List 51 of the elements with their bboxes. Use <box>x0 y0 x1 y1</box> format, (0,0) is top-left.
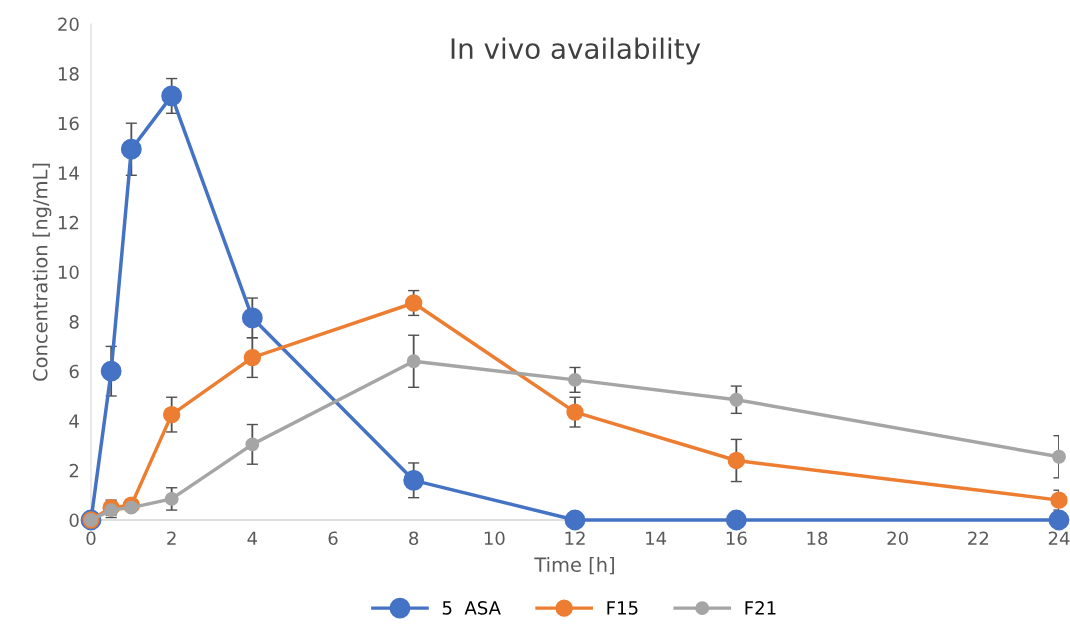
point <box>564 509 586 531</box>
x-tick-label: 2 <box>167 531 176 545</box>
x-tick-label: 14 <box>646 531 667 545</box>
legend-label: F15 <box>607 601 638 615</box>
x-tick-label: 4 <box>247 531 258 545</box>
point <box>1050 491 1068 509</box>
point <box>161 85 183 107</box>
point <box>124 500 139 515</box>
chart-title: In vivo availability <box>451 37 701 65</box>
x-tick-label: 22 <box>968 531 989 545</box>
point <box>725 509 747 531</box>
x-tick-label: 20 <box>887 531 908 546</box>
y-tick-label: 20 <box>58 17 79 32</box>
y-tick-label: 14 <box>58 166 79 180</box>
y-tick-label: 10 <box>58 265 79 280</box>
point <box>566 403 584 421</box>
point <box>120 138 142 160</box>
point <box>727 451 746 470</box>
y-tick-label: 4 <box>69 414 79 428</box>
y-tick-label: 8 <box>69 315 79 329</box>
point <box>100 360 122 382</box>
x-tick-label: 24 <box>1048 531 1070 545</box>
legend-label: F21 <box>745 601 776 615</box>
y-axis-title: Concentration [ng/mL] <box>32 163 52 381</box>
x-axis-title: Time [h] <box>534 556 614 575</box>
point <box>245 437 260 452</box>
y-tick-label: 0 <box>69 513 79 528</box>
point <box>243 348 262 367</box>
point <box>403 469 425 491</box>
point <box>1052 449 1066 464</box>
x-tick-label: 6 <box>328 531 338 546</box>
legend-label: 5 ASA <box>442 601 501 615</box>
point <box>729 392 744 407</box>
x-tick-label: 16 <box>726 531 747 546</box>
x-tick-label: 10 <box>484 531 505 546</box>
x-tick-label: 0 <box>86 531 96 546</box>
y-tick-label: 18 <box>58 67 79 81</box>
point <box>568 372 582 387</box>
y-tick-label: 6 <box>69 364 79 379</box>
y-tick-label: 16 <box>58 116 79 131</box>
point <box>404 294 423 312</box>
y-tick-label: 2 <box>69 463 79 478</box>
x-tick-label: 18 <box>807 531 828 546</box>
point <box>241 307 263 329</box>
point <box>162 405 181 424</box>
point <box>406 354 421 369</box>
y-tick-label: 12 <box>58 215 79 230</box>
point <box>1048 509 1070 531</box>
x-tick-label: 12 <box>565 531 585 545</box>
point <box>164 491 179 506</box>
x-tick-label: 8 <box>409 531 419 546</box>
